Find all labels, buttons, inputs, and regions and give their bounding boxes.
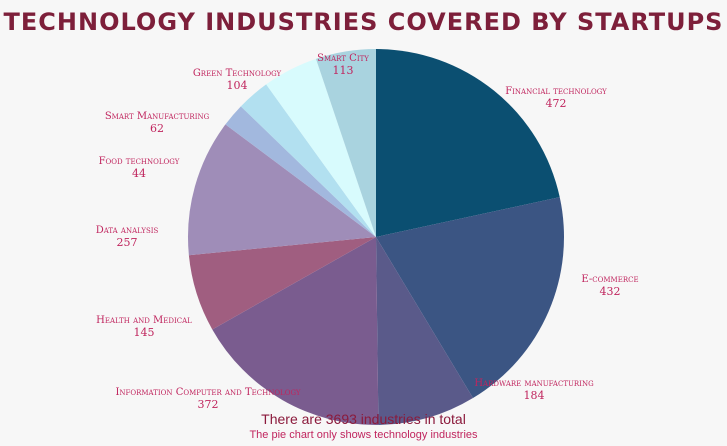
slice-value-hardware-manufacturing: 184 xyxy=(524,389,545,402)
pie-slice-e-commerce xyxy=(376,197,564,399)
slice-value-food-technology: 44 xyxy=(132,167,146,180)
pie-slice-information-computer-and-technology xyxy=(212,237,379,425)
pie-slice-smart-manufacturing xyxy=(240,84,376,238)
slice-value-health-and-medical: 145 xyxy=(134,326,155,339)
slice-value-smart-manufacturing: 62 xyxy=(150,122,164,135)
pie-slice-financial-technology xyxy=(376,49,560,237)
slice-label-green-technology: Green Technology xyxy=(193,68,282,79)
pie-slice-food-technology xyxy=(225,106,376,237)
slice-value-data-analysis: 257 xyxy=(117,236,138,249)
slice-label-data-analysis: Data analysis xyxy=(96,225,159,236)
pie-slice-data-analysis xyxy=(187,124,376,256)
slice-label-information-computer-and-technology: Information Computer and Technology xyxy=(115,387,300,398)
pie-slice-hardware-manufacturing xyxy=(376,237,473,425)
slice-label-financial-technology: Financial technology xyxy=(505,86,607,97)
total-industries-note: There are 3693 industries in total xyxy=(261,411,466,427)
slice-value-information-computer-and-technology: 372 xyxy=(198,398,219,411)
slice-value-e-commerce: 432 xyxy=(600,285,621,298)
pie-slice-green-technology xyxy=(266,58,376,238)
pie-slice-health-and-medical xyxy=(188,237,376,330)
pie-slice-smart-city xyxy=(315,49,376,237)
slice-label-e-commerce: E-commerce xyxy=(581,274,638,285)
slice-value-smart-city: 113 xyxy=(333,64,354,77)
chart-footnote: The pie chart only shows technology indu… xyxy=(249,429,478,441)
slice-value-financial-technology: 472 xyxy=(546,97,567,110)
slice-label-health-and-medical: Health and Medical xyxy=(96,315,192,326)
slice-value-green-technology: 104 xyxy=(227,79,248,92)
slice-label-food-technology: Food technology xyxy=(99,156,180,167)
slice-label-smart-city: Smart City xyxy=(317,53,369,64)
slice-label-hardware-manufacturing: Hardware manufacturing xyxy=(474,378,594,389)
chart-title: TECHNOLOGY INDUSTRIES COVERED BY STARTUP… xyxy=(3,8,724,36)
slice-label-smart-manufacturing: Smart Manufacturing xyxy=(105,111,210,122)
